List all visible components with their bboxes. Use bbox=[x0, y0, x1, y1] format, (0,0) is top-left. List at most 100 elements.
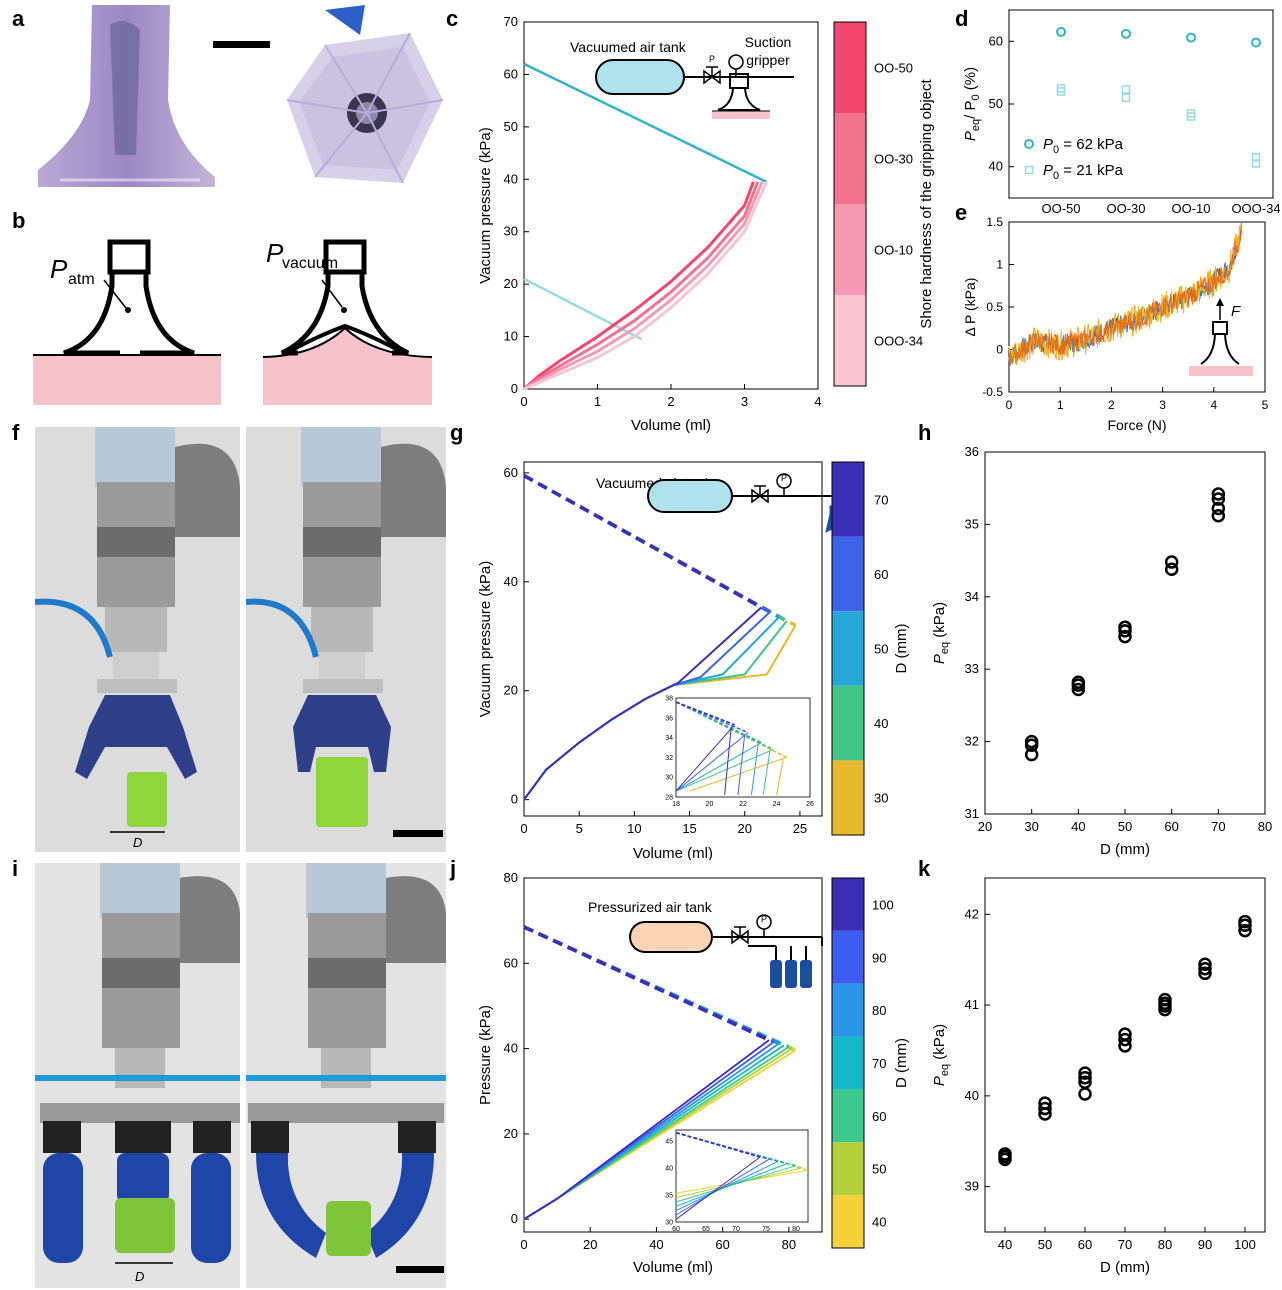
colorbar-label: 60 bbox=[872, 1109, 886, 1124]
inset-curve bbox=[689, 756, 787, 792]
legend-marker-circle bbox=[1024, 139, 1034, 149]
y-axis-label: Peq (kPa) bbox=[931, 1024, 951, 1086]
x-tick-label: 15 bbox=[682, 821, 696, 836]
photo-bellows-gripper-closed bbox=[246, 863, 446, 1288]
y-tick-label: 0 bbox=[511, 1211, 518, 1226]
inset-curve bbox=[675, 732, 749, 792]
y-tick-label: 20 bbox=[504, 683, 518, 698]
x-tick-label: 30 bbox=[1024, 819, 1038, 834]
inset-tank-label: Pressurized air tank bbox=[588, 899, 713, 915]
y-tick-label: 60 bbox=[504, 66, 518, 81]
inset-x-tick: 24 bbox=[773, 801, 781, 808]
chart-g: 0 5 10 15 20 25 0 20 40 60 Volume (ml) Vacuum press… bbox=[477, 461, 910, 860]
colorbar-segment bbox=[832, 930, 864, 984]
y-tick-label: 32 bbox=[965, 734, 979, 749]
panel-label-h: h bbox=[918, 420, 932, 445]
pressure-curve bbox=[523, 1039, 770, 1220]
dimension-d-i: D bbox=[135, 1269, 144, 1284]
valve-icon bbox=[703, 69, 721, 85]
plot-frame bbox=[984, 877, 1266, 1233]
inset-y-tick: 32 bbox=[665, 755, 673, 762]
inset-gripper-icon bbox=[729, 73, 749, 89]
colorbar-label: 100 bbox=[872, 897, 894, 912]
tank-dashed-line bbox=[523, 925, 770, 1042]
category-label: OO-10 bbox=[1171, 201, 1210, 215]
y-tick-label: 40 bbox=[504, 171, 518, 186]
data-point bbox=[1238, 923, 1252, 938]
panel-label-f: f bbox=[12, 420, 20, 445]
inset-gripper-cup bbox=[1200, 333, 1240, 365]
valve-icon bbox=[731, 929, 749, 945]
x-axis-label: D (mm) bbox=[1100, 1259, 1150, 1276]
y-tick-label: 60 bbox=[504, 955, 518, 970]
legend-marker-square bbox=[1024, 165, 1034, 175]
chart-k: 40 50 60 70 80 90 100 39 40 41 42 D (mm) Peq (kPa) bbox=[931, 877, 1266, 1276]
y-axis-label: Pressure (kPa) bbox=[477, 1005, 494, 1105]
y-tick-label: 34 bbox=[965, 589, 979, 604]
label-p-atm: P bbox=[50, 254, 68, 284]
x-tick-label: 20 bbox=[583, 1237, 597, 1252]
scale-bar-a bbox=[213, 41, 270, 48]
y-tick-label: 0 bbox=[511, 381, 518, 396]
y-axis-label: Peq (kPa) bbox=[931, 602, 951, 664]
x-tick-label: 20 bbox=[738, 821, 752, 836]
panel-label-a: a bbox=[12, 6, 25, 31]
gauge-letter: P bbox=[781, 473, 787, 483]
panel-label-e: e bbox=[955, 200, 968, 225]
tank-icon bbox=[595, 59, 685, 95]
data-point bbox=[1038, 1101, 1052, 1116]
colorbar-segment bbox=[832, 462, 864, 537]
colorbar-label: 80 bbox=[872, 1003, 886, 1018]
y-tick-label: 1 bbox=[996, 258, 1003, 272]
colorbar-title: D (mm) bbox=[893, 1038, 910, 1088]
data-point bbox=[1118, 620, 1132, 634]
inset-curve bbox=[675, 1163, 788, 1207]
inset-bellows-icon bbox=[800, 960, 812, 988]
colorbar-segment bbox=[832, 1036, 864, 1090]
y-tick-label: 10 bbox=[504, 329, 518, 344]
x-tick-label: 60 bbox=[1078, 1237, 1092, 1252]
y-tick-label: 60 bbox=[504, 465, 518, 480]
inset-curve bbox=[762, 751, 771, 796]
substrate-right bbox=[263, 328, 432, 405]
data-point bbox=[1024, 734, 1039, 749]
x-tick-label: 4 bbox=[1210, 398, 1217, 412]
data-point bbox=[1118, 629, 1132, 644]
colorbar-segment bbox=[832, 760, 864, 835]
x-tick-label: 50 bbox=[1118, 819, 1132, 834]
inset-x-tick: 75 bbox=[762, 1226, 770, 1233]
inset-curve bbox=[675, 1165, 797, 1203]
y-tick-label: 70 bbox=[504, 14, 518, 29]
photo-suction-side bbox=[30, 5, 220, 190]
dimension-d-f: D bbox=[133, 835, 142, 850]
data-point-square bbox=[1251, 159, 1261, 168]
y-tick-label: 36 bbox=[965, 444, 979, 459]
photo-suction-bottom bbox=[285, 5, 445, 190]
inset-y-tick: 34 bbox=[665, 735, 673, 742]
pipe-branch bbox=[748, 937, 823, 960]
y-tick-label: 60 bbox=[989, 33, 1003, 48]
chart-d: 40 50 60 OO-50 OO-30 OO-10 OOO-34 P0 = 62 kPa P0… bbox=[962, 9, 1280, 215]
x-axis-label: D (mm) bbox=[1100, 841, 1150, 858]
inset-x-tick: 65 bbox=[702, 1226, 710, 1233]
colorbar-segment bbox=[832, 878, 864, 931]
x-tick-label: 2 bbox=[667, 394, 674, 409]
inset-x-tick: 60 bbox=[672, 1226, 680, 1233]
colorbar-segment bbox=[832, 1195, 864, 1248]
x-tick-label: 25 bbox=[793, 821, 807, 836]
tank-icon bbox=[647, 479, 733, 513]
y-tick-label: 40 bbox=[989, 159, 1003, 174]
colorbar-label: 90 bbox=[872, 950, 886, 965]
plot-frame bbox=[1008, 9, 1274, 199]
inset-x-tick: 80 bbox=[792, 1226, 800, 1233]
legend-label: P0 = 21 kPa bbox=[1043, 162, 1124, 182]
photo-bellows-gripper-open: D bbox=[35, 863, 240, 1288]
x-tick-label: 5 bbox=[1262, 398, 1269, 412]
panel-label-c: c bbox=[446, 6, 459, 31]
y-tick-label: 0 bbox=[996, 343, 1003, 357]
x-tick-label: 40 bbox=[1071, 819, 1085, 834]
y-axis-label: Peq/ P0 (%) bbox=[962, 67, 982, 141]
data-point bbox=[1078, 1070, 1092, 1085]
inset-bellows-icon bbox=[785, 960, 797, 988]
data-point bbox=[1238, 914, 1252, 929]
